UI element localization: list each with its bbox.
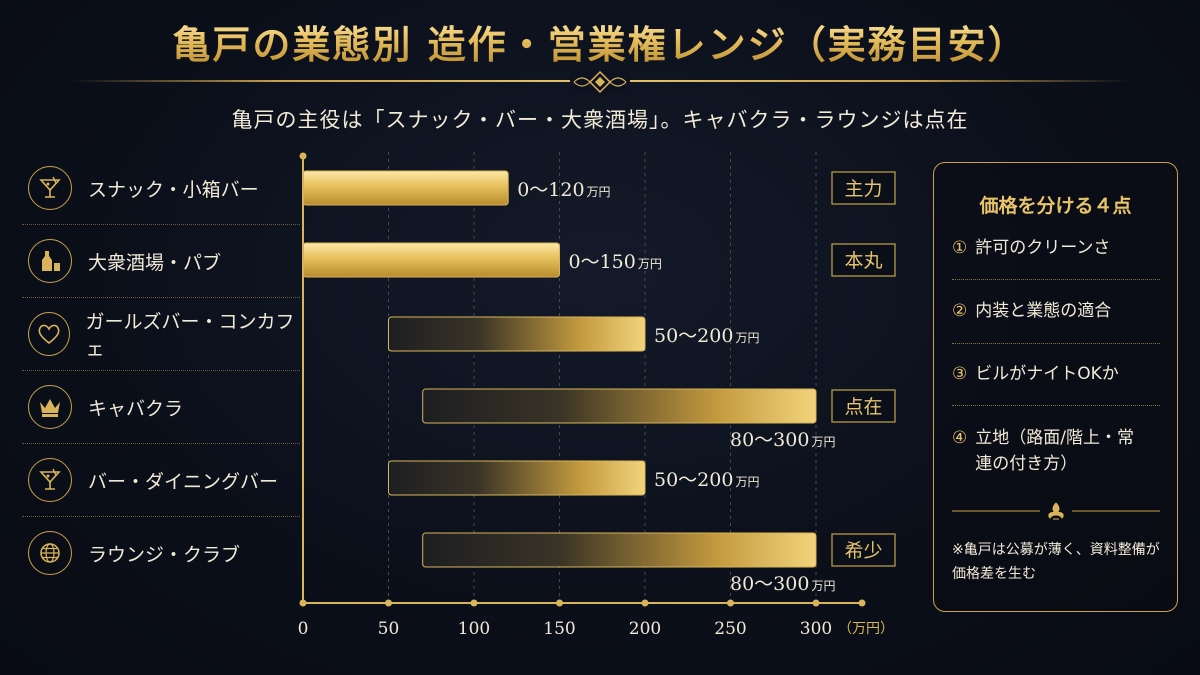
x-tick-mark xyxy=(385,599,392,607)
page-title: 亀戸の業態別 造作・営業権レンジ（実務目安） xyxy=(0,14,1200,69)
category-label: ガールズバー・コンカフェ xyxy=(85,311,295,360)
item-text: ビルがナイトOKか xyxy=(975,364,1119,384)
range-value-label: 80～300 万円 xyxy=(730,429,835,451)
x-tick-mark xyxy=(299,599,307,607)
range-unit: 万円 xyxy=(735,331,759,345)
tag-label: 希少 xyxy=(844,540,882,562)
range-bar xyxy=(302,170,509,206)
range-bar xyxy=(388,316,646,352)
item-text: 内装と業態の適合 xyxy=(975,301,1112,321)
item-number: ④ xyxy=(952,428,968,448)
sake-bottle-icon xyxy=(28,239,72,283)
panel-item: ③ ビルがナイトOKか xyxy=(952,361,1162,387)
category-label: バー・ダイニングバー xyxy=(88,470,279,493)
x-tick-label: 250 xyxy=(714,619,746,639)
item-text: 許可のクリーンさ xyxy=(975,238,1111,258)
category-list: スナック・小箱バー 大衆酒場・パブ ガールズバー・コンカフェ キャバクラ バー・… xyxy=(22,152,300,589)
title-ornament-icon xyxy=(570,70,630,94)
fleur-de-lis-icon xyxy=(952,502,1160,520)
range-bar xyxy=(302,242,560,278)
category-label: ラウンジ・クラブ xyxy=(88,543,241,566)
range-unit: 万円 xyxy=(735,475,759,489)
category-row: 大衆酒場・パブ xyxy=(22,225,300,298)
panel-divider xyxy=(952,279,1160,280)
x-tick-mark xyxy=(556,599,563,607)
range-bar xyxy=(422,532,817,568)
item-number: ② xyxy=(952,301,968,321)
panel-divider xyxy=(952,343,1160,344)
panel-divider xyxy=(952,405,1160,406)
range-unit: 万円 xyxy=(811,435,835,449)
tag-badge xyxy=(831,171,896,205)
category-row: バー・ダイニングバー xyxy=(22,444,300,517)
range-value-label: 0～120 万円 xyxy=(517,179,610,201)
panel-item: ④ 立地（路面/階上・常連の付き方） xyxy=(952,425,1162,477)
range-unit: 万円 xyxy=(811,579,835,593)
price-factors-panel: 価格を分ける４点 ① 許可のクリーンさ ② 内装と業態の適合 ③ ビルがナイトOKか … xyxy=(933,162,1178,612)
tag-label: 点在 xyxy=(844,396,882,418)
range-value-label: 0～150 万円 xyxy=(569,251,662,273)
category-row: ラウンジ・クラブ xyxy=(22,517,300,589)
item-text: 立地（路面/階上・常連の付き方） xyxy=(975,428,1134,474)
range-unit: 万円 xyxy=(638,257,662,271)
category-row: ガールズバー・コンカフェ xyxy=(22,298,300,371)
x-tick-label: 0 xyxy=(298,619,309,639)
tag-badge xyxy=(831,389,896,423)
category-label: キャバクラ xyxy=(88,397,184,420)
panel-item: ① 許可のクリーンさ xyxy=(952,235,1162,261)
x-tick-label: 300 xyxy=(800,619,832,639)
category-row: スナック・小箱バー xyxy=(22,152,300,225)
subtitle: 亀戸の主役は「スナック・バー・大衆酒場」。キャバクラ・ラウンジは点在 xyxy=(231,108,969,132)
x-tick-label: 200 xyxy=(629,619,661,639)
cocktail-icon xyxy=(28,166,72,210)
panel-note: ※亀戸は公募が薄く、資料整備が価格差を生む xyxy=(952,542,1160,582)
x-tick-label: 50 xyxy=(378,619,400,639)
tag-badge xyxy=(831,243,896,277)
tag-badge xyxy=(831,533,896,567)
range-bar xyxy=(422,388,817,424)
axis-cap xyxy=(858,599,866,607)
category-label: 大衆酒場・パブ xyxy=(88,251,222,274)
x-tick-label: 100 xyxy=(458,619,490,639)
x-tick-mark xyxy=(812,599,820,607)
cocktail-icon xyxy=(28,458,72,502)
panel-item: ② 内装と業態の適合 xyxy=(952,298,1162,324)
x-tick-mark xyxy=(727,599,734,607)
range-bar xyxy=(388,460,646,496)
range-value-label: 50～200 万円 xyxy=(654,469,759,491)
item-number: ① xyxy=(952,238,968,258)
panel-title: 価格を分ける４点 xyxy=(979,195,1132,217)
item-number: ③ xyxy=(952,364,968,384)
x-tick-mark xyxy=(641,599,649,607)
category-label: スナック・小箱バー xyxy=(88,178,259,201)
tag-label: 本丸 xyxy=(844,250,882,272)
globe-icon xyxy=(28,531,72,575)
heart-icon xyxy=(28,312,70,356)
x-axis-unit-label: （万円） xyxy=(838,621,894,637)
axis-cap xyxy=(299,152,307,160)
tag-label: 主力 xyxy=(844,178,882,200)
range-unit: 万円 xyxy=(587,185,611,199)
x-tick-mark xyxy=(470,599,478,607)
category-row: キャバクラ xyxy=(22,371,300,444)
x-tick-label: 150 xyxy=(543,619,575,639)
crown-icon xyxy=(28,385,72,429)
range-value-label: 50～200 万円 xyxy=(654,325,759,347)
range-value-label: 80～300 万円 xyxy=(730,573,835,595)
